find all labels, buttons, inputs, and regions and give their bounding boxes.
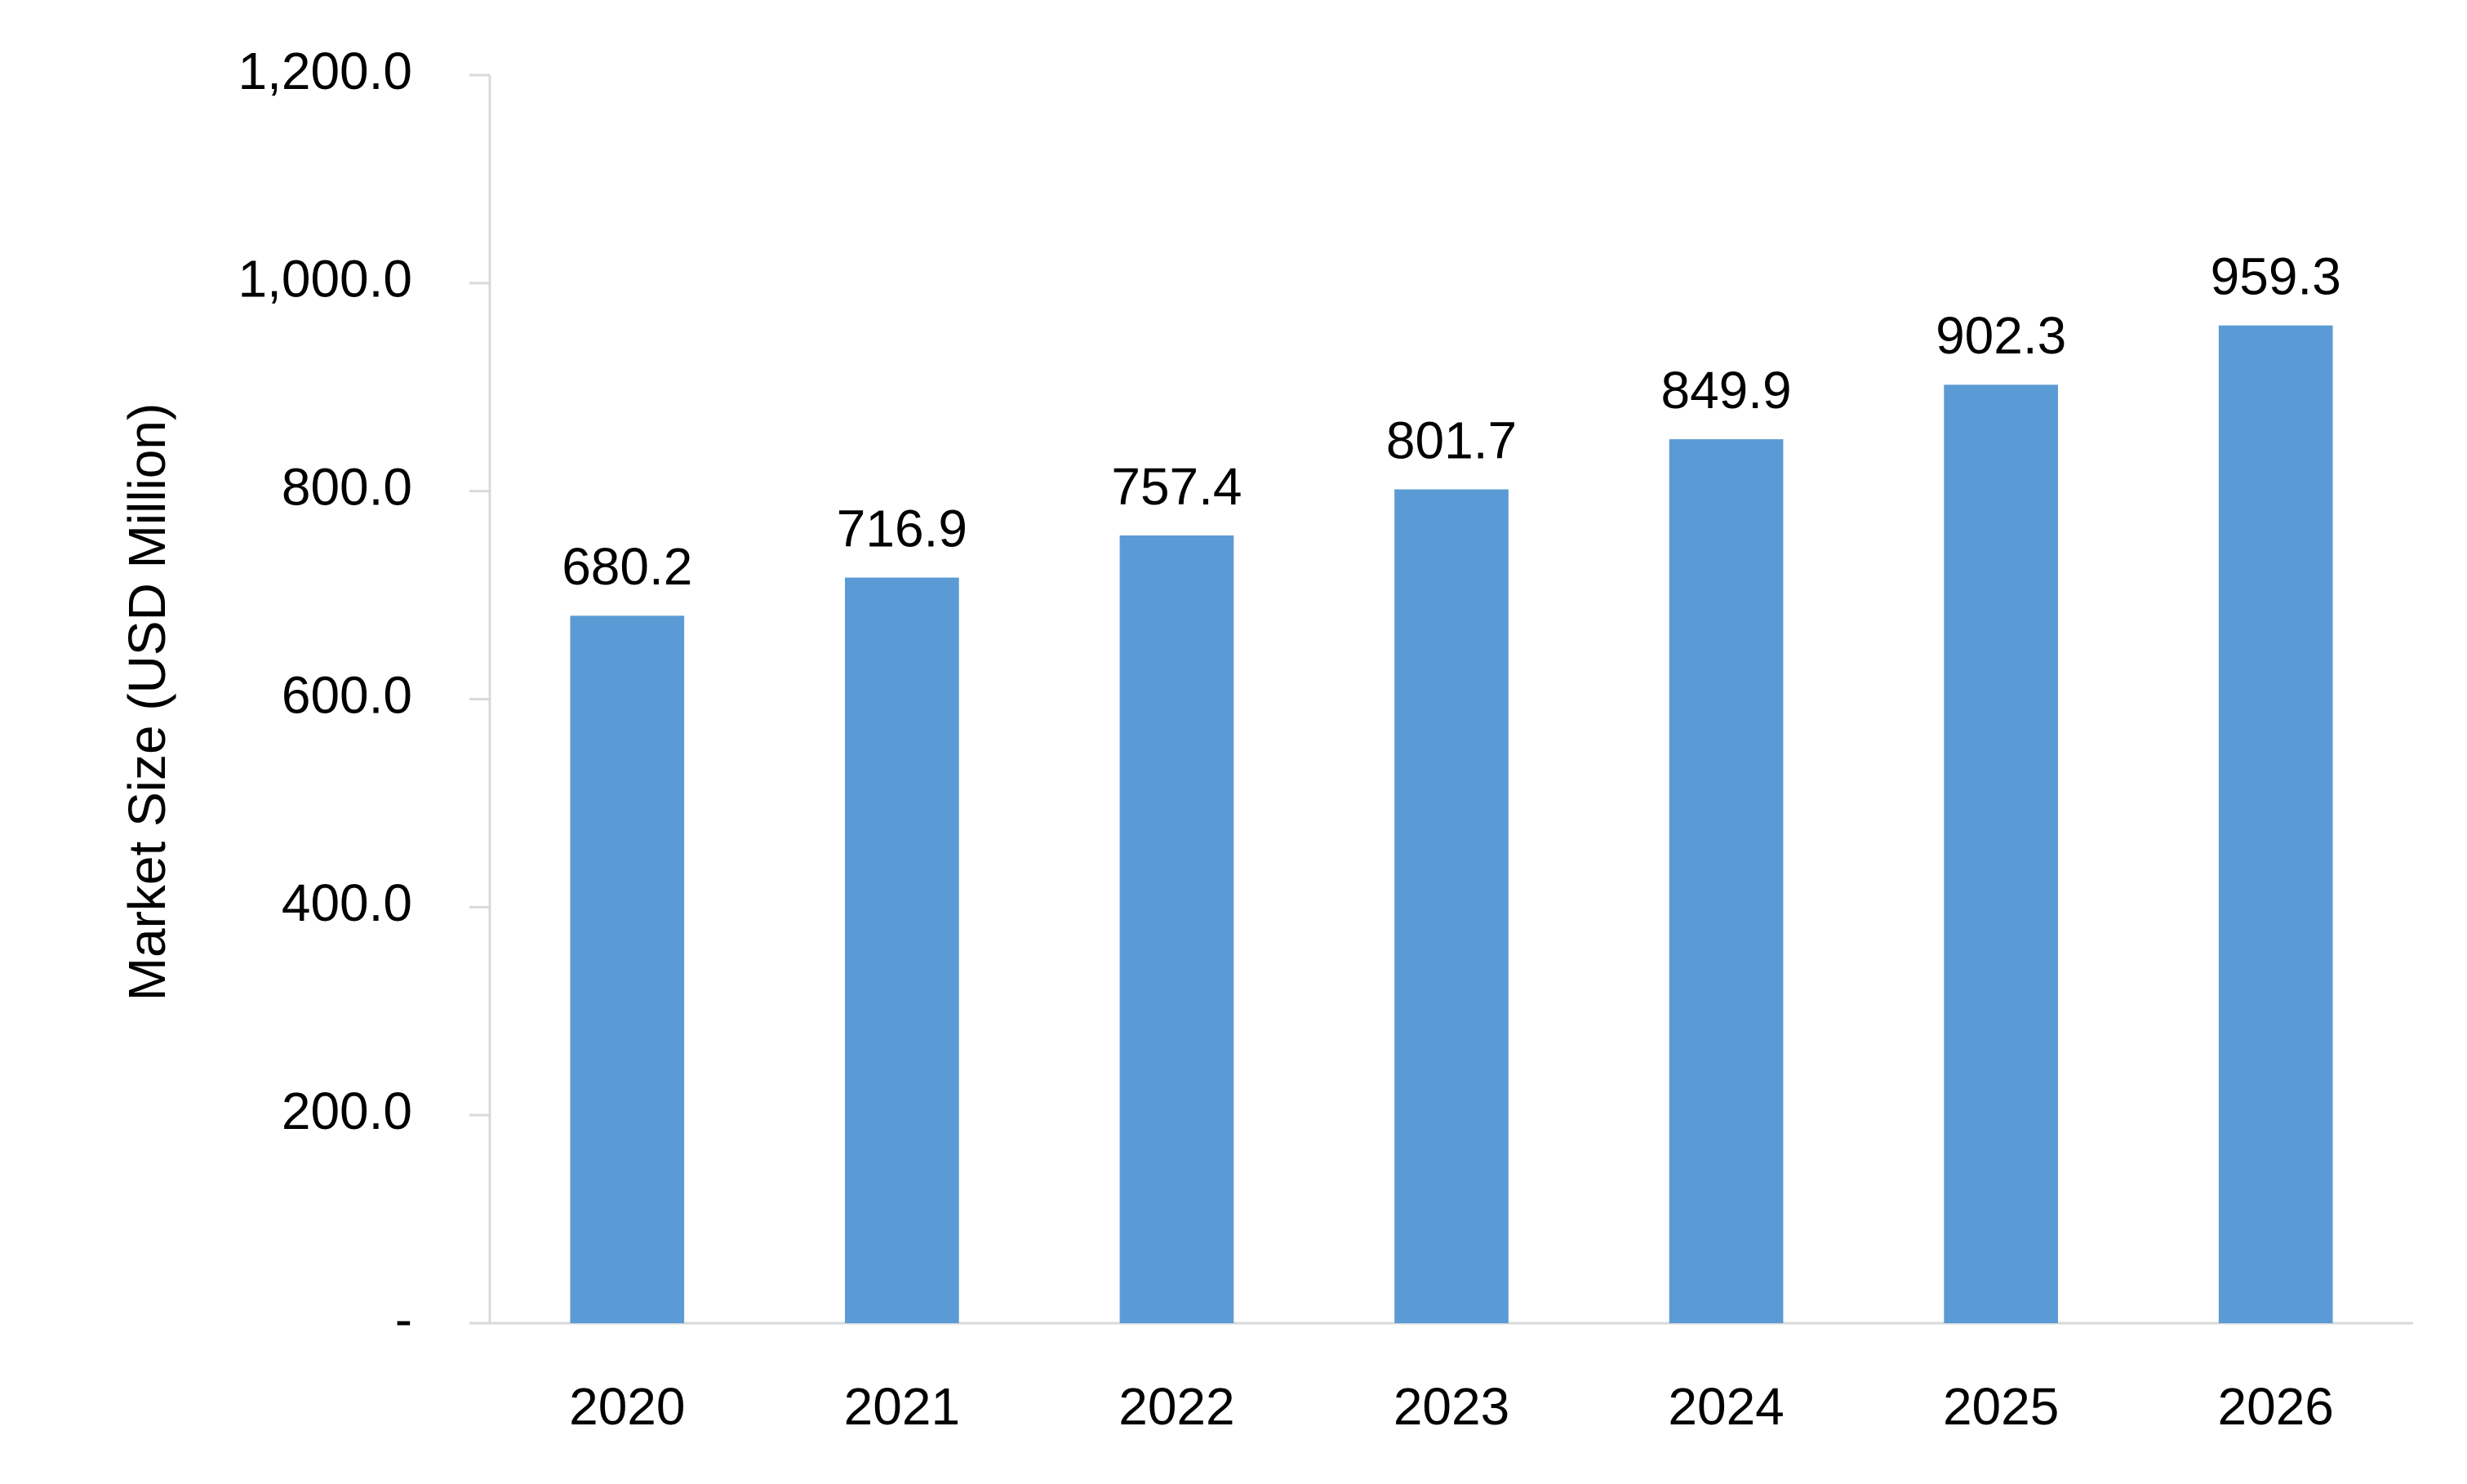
x-tick-label-2025: 2025 [1943, 1377, 2059, 1436]
x-tick-label-2023: 2023 [1394, 1377, 1509, 1436]
y-tick-label: 800.0 [282, 458, 412, 517]
data-label-2023: 801.7 [1386, 411, 1517, 469]
y-tick-label: 1,000.0 [238, 250, 412, 309]
bar-2021 [845, 577, 959, 1323]
data-label-2026: 959.3 [2211, 247, 2341, 306]
data-label-2022: 757.4 [1111, 457, 1242, 516]
bar-2025 [1944, 384, 2058, 1323]
x-tick-label-2020: 2020 [569, 1377, 685, 1436]
x-tick-label-2022: 2022 [1118, 1377, 1234, 1436]
bar-2022 [1119, 535, 1234, 1323]
x-tick-label-2026: 2026 [2218, 1377, 2334, 1436]
data-label-2024: 849.9 [1660, 361, 1791, 420]
data-label-2025: 902.3 [1936, 306, 2066, 365]
bars [570, 325, 2333, 1324]
y-tick-label: 1,200.0 [238, 42, 412, 100]
bar-2020 [570, 615, 685, 1323]
y-tick-label: - [395, 1290, 412, 1348]
data-label-2020: 680.2 [562, 537, 692, 596]
x-axis-labels: 2020 2021 2022 2023 2024 2025 2026 [569, 1377, 2334, 1436]
data-labels: 680.2 716.9 757.4 801.7 849.9 902.3 959.3 [562, 247, 2341, 597]
bar-2024 [1669, 439, 1784, 1324]
y-tick-label: 200.0 [282, 1082, 412, 1140]
bar-2023 [1394, 489, 1509, 1323]
x-tick-label-2021: 2021 [844, 1377, 960, 1436]
x-tick-label-2024: 2024 [1668, 1377, 1784, 1436]
y-tick-label: 400.0 [282, 873, 412, 932]
y-axis-title: Market Size (USD Million) [118, 403, 176, 1002]
bar-2026 [2218, 325, 2333, 1324]
y-axis-ticks: - 200.0 400.0 600.0 800.0 1,000.0 1,200.0 [238, 42, 490, 1348]
y-axis-title-group: Market Size (USD Million) [118, 403, 176, 1002]
data-label-2021: 716.9 [837, 499, 967, 558]
y-tick-label: 600.0 [282, 665, 412, 724]
